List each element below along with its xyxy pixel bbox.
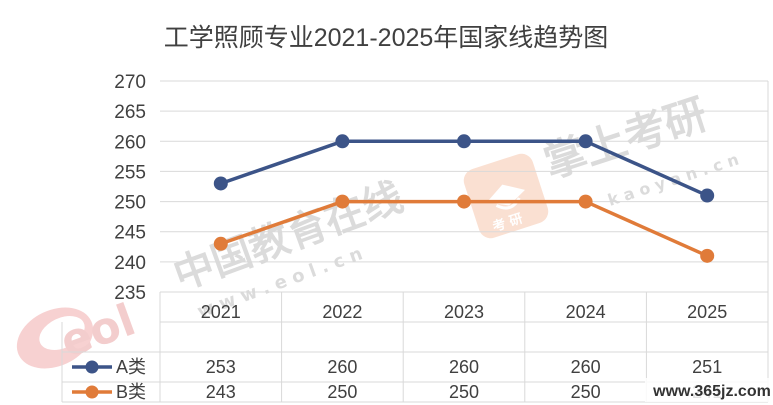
table-cell-value: 260 (327, 357, 357, 377)
series-layer (213, 134, 715, 263)
y-tick-label: 240 (114, 253, 146, 274)
table-cell-value: 260 (449, 357, 479, 377)
data-point (457, 134, 471, 149)
y-tick-label: 260 (114, 132, 146, 153)
data-point (578, 134, 593, 149)
kaoyan-logo: 考 研 (463, 153, 549, 239)
y-tick-label: 235 (114, 283, 146, 304)
table-cell-value: 243 (206, 382, 236, 402)
y-tick-label: 245 (114, 223, 146, 244)
y-tick-label: 255 (114, 162, 146, 183)
site-stamp: www.365jz.com (645, 378, 771, 402)
x-category-label: 2022 (322, 302, 362, 322)
legend-marker-1 (85, 360, 99, 374)
table-cell-value: 253 (206, 357, 236, 377)
table-cell-value: 250 (571, 382, 601, 402)
x-category-label: 2023 (444, 302, 484, 322)
data-point (578, 194, 593, 209)
data-point (700, 188, 715, 203)
data-point (335, 194, 350, 209)
legend-label-1: A类 (116, 357, 146, 377)
site-stamp-text: www.365jz.com (652, 383, 771, 400)
table-cell-value: 250 (327, 382, 357, 402)
data-point (213, 176, 228, 191)
table-cell-value: 260 (571, 357, 601, 377)
data-point (700, 248, 715, 263)
data-point (213, 236, 228, 251)
y-tick-label: 270 (114, 72, 146, 93)
x-category-label: 2024 (566, 302, 606, 322)
y-tick-label: 250 (114, 193, 146, 214)
data-point (457, 194, 471, 209)
legend-label-2: B类 (116, 382, 146, 402)
chart-title: 工学照顾专业2021-2025年国家线趋势图 (164, 24, 609, 52)
data-point (335, 134, 350, 149)
table-cell-value: 251 (692, 357, 722, 377)
x-category-label: 2021 (201, 302, 241, 322)
table-cell-value: 250 (449, 382, 479, 402)
x-category-label: 2025 (687, 302, 727, 322)
y-axis-ticks: 270 265 260 255 250 245 240 235 (114, 72, 146, 304)
data-table: 2021 2022 2023 2024 2025 A类 253 260 260 260 251 B类 2… (61, 81, 769, 403)
y-tick-label: 265 (114, 102, 146, 123)
legend-marker-2 (85, 385, 99, 399)
